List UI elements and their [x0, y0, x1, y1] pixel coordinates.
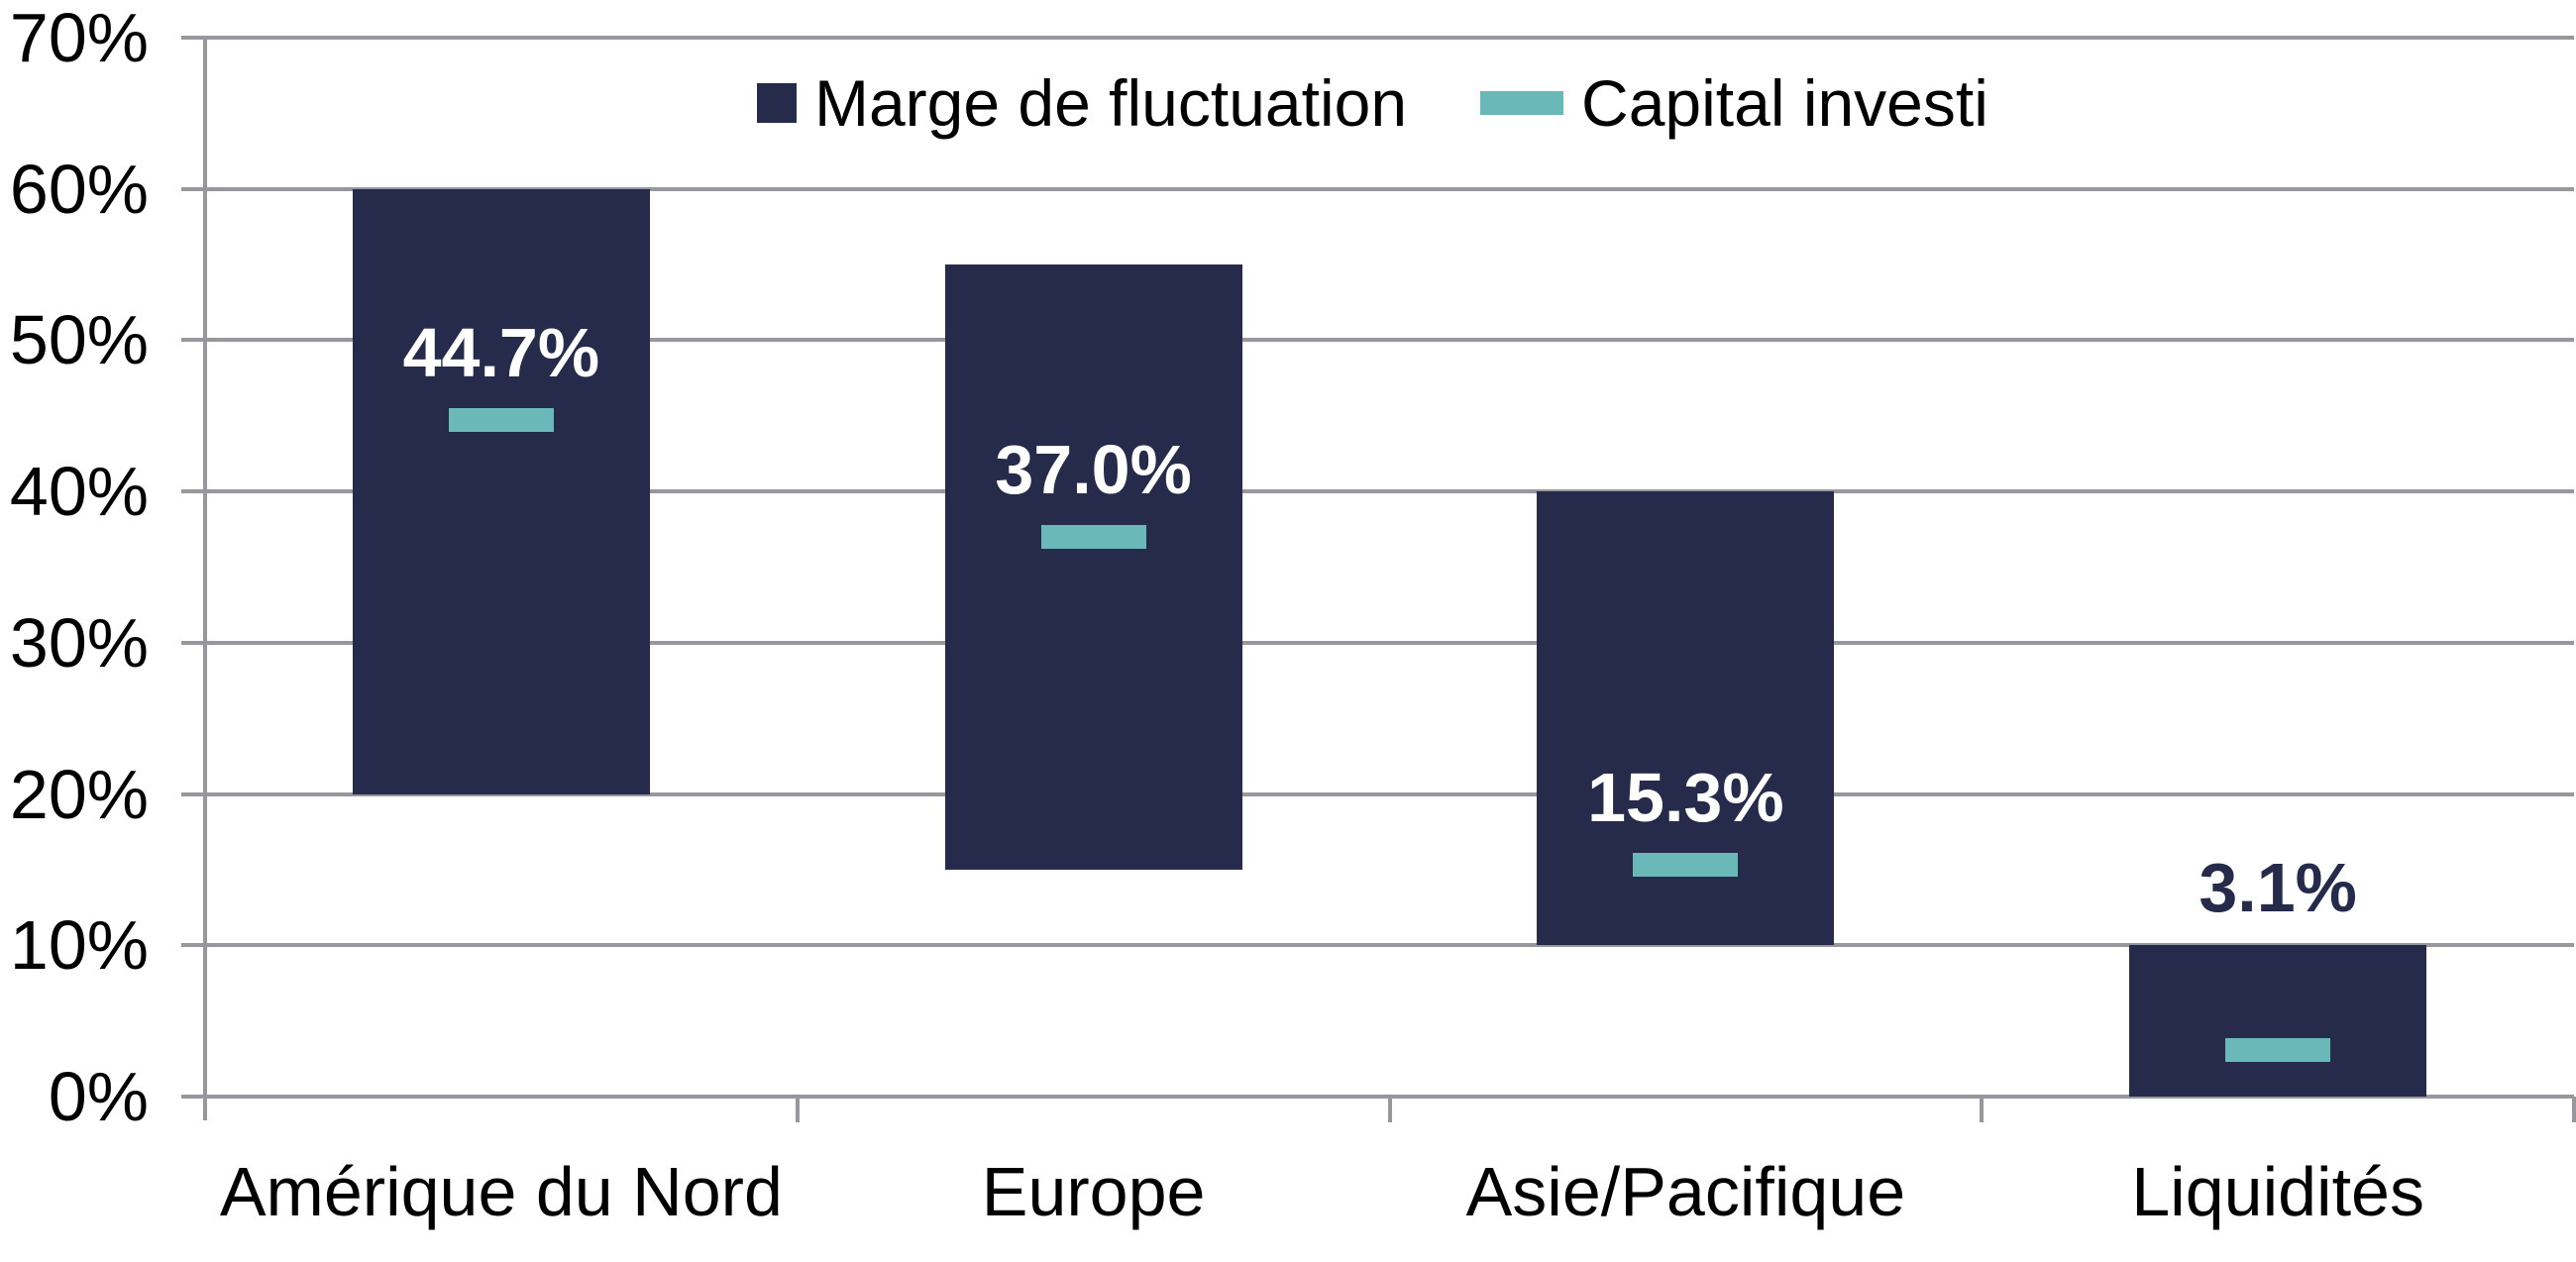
bar-marge-de-fluctuation — [944, 264, 1242, 870]
x-axis-tick — [795, 1097, 800, 1122]
x-axis-tick — [1387, 1097, 1392, 1122]
marker-capital-investi — [448, 408, 554, 433]
gridline — [181, 791, 2574, 796]
y-tick-label: 0% — [48, 1058, 149, 1135]
legend-swatch-dash-icon — [1480, 91, 1564, 115]
y-tick-label: 40% — [9, 453, 149, 531]
legend-label: Marge de fluctuation — [814, 66, 1408, 140]
category-label: Europe — [981, 1153, 1206, 1230]
bar-value-label: 37.0% — [995, 430, 1192, 508]
y-axis-line — [203, 36, 207, 1120]
gridline — [181, 338, 2574, 343]
bar-value-label: 3.1% — [2199, 849, 2357, 927]
category-label: Amérique du Nord — [219, 1153, 783, 1230]
marker-capital-investi — [1633, 853, 1739, 878]
bar-value-label: 44.7% — [402, 314, 600, 392]
y-tick-label: 60% — [9, 150, 149, 228]
gridline — [181, 186, 2574, 191]
bar-marge-de-fluctuation — [352, 188, 650, 794]
legend-swatch-square-icon — [757, 83, 797, 123]
y-tick-label: 20% — [9, 755, 149, 833]
y-tick-label: 10% — [9, 906, 149, 985]
y-tick-label: 50% — [9, 301, 149, 379]
y-tick-label: 70% — [9, 0, 149, 76]
x-axis-tick — [1980, 1097, 1985, 1122]
gridline — [181, 1095, 2574, 1099]
gridline — [181, 489, 2574, 494]
category-label: Asie/Pacifique — [1465, 1153, 1906, 1230]
gridline — [181, 943, 2574, 948]
x-axis-tick — [2572, 1097, 2576, 1122]
bar-marge-de-fluctuation — [2129, 945, 2427, 1097]
category-label: Liquidités — [2131, 1153, 2424, 1230]
bar-marge-de-fluctuation — [1537, 491, 1835, 946]
marker-capital-investi — [1040, 524, 1146, 549]
marker-capital-investi — [2225, 1037, 2331, 1062]
gridline — [181, 640, 2574, 645]
y-tick-label: 30% — [9, 603, 149, 682]
bar-value-label: 15.3% — [1587, 759, 1784, 837]
legend-item: Marge de fluctuation — [757, 68, 1407, 138]
legend-item: Capital investi — [1480, 68, 1988, 138]
gridline — [181, 36, 2574, 40]
legend-label: Capital investi — [1581, 66, 1988, 140]
legend: Marge de fluctuation Capital investi — [757, 59, 1988, 147]
